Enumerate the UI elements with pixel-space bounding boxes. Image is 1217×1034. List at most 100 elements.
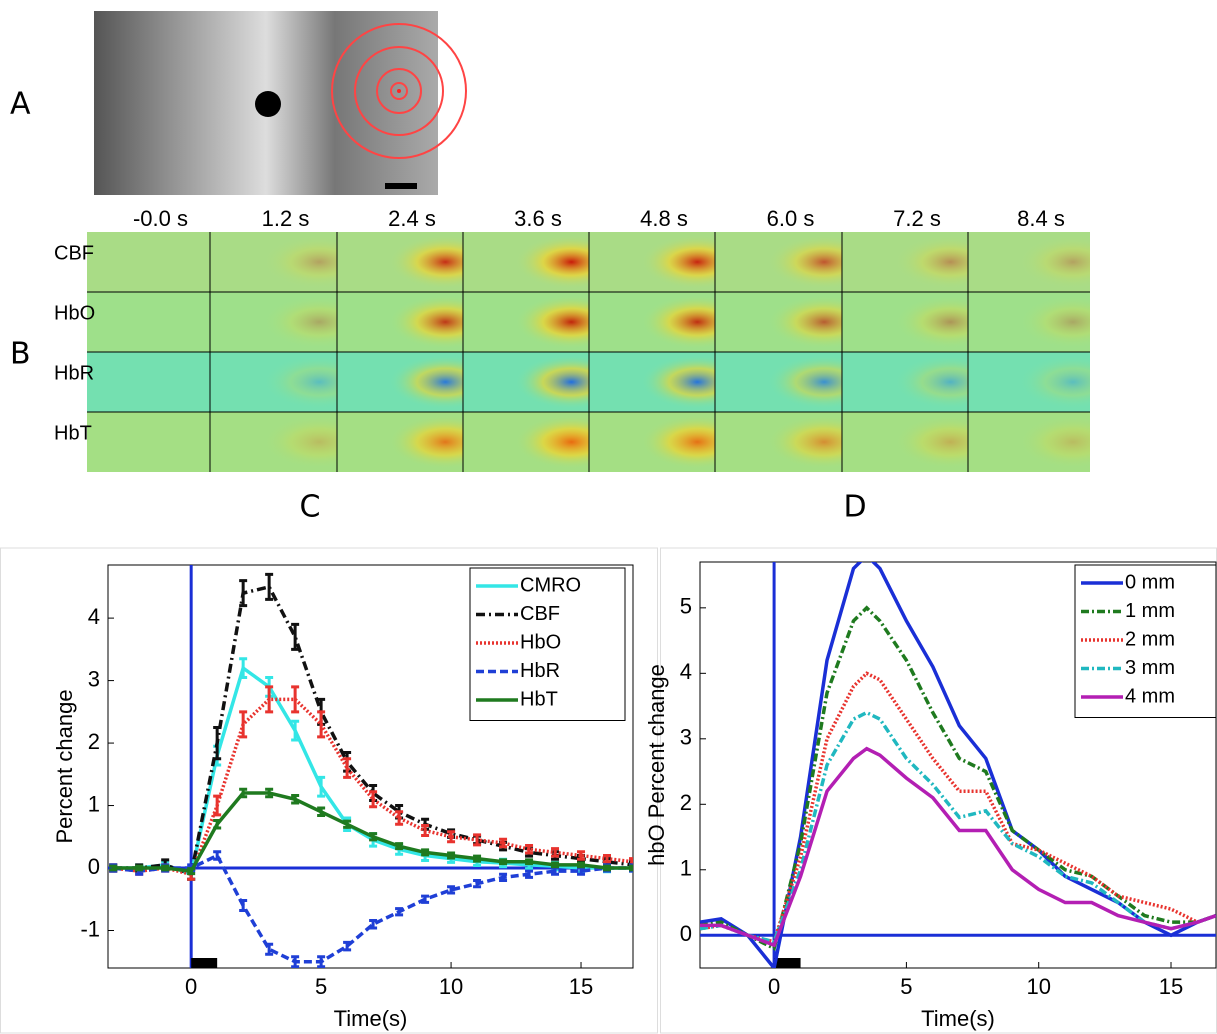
error-bar bbox=[369, 919, 378, 930]
stimulus-bar bbox=[774, 958, 801, 968]
series-group bbox=[700, 562, 1216, 968]
error-bar bbox=[187, 867, 196, 876]
error-bar bbox=[265, 787, 274, 799]
x-tick-label: 5 bbox=[315, 974, 327, 999]
y-axis-label: hbO Percent change bbox=[644, 664, 669, 866]
frame-overlay bbox=[589, 292, 715, 352]
row-label: HbT bbox=[54, 422, 92, 444]
row-label: HbR bbox=[54, 362, 94, 384]
error-bar bbox=[499, 858, 508, 866]
frame-overlay bbox=[210, 292, 337, 352]
error-bar bbox=[551, 847, 560, 858]
frame-overlay bbox=[968, 412, 1090, 472]
legend-label: HbT bbox=[520, 688, 558, 710]
series-line bbox=[700, 671, 1216, 944]
error-bar bbox=[395, 907, 404, 917]
error-bar bbox=[291, 622, 300, 651]
error-bar bbox=[447, 851, 456, 860]
error-bar bbox=[109, 864, 118, 872]
stimulus-bar bbox=[191, 958, 218, 968]
error-bar bbox=[551, 861, 560, 869]
frame-overlay bbox=[715, 412, 842, 472]
error-bar bbox=[135, 864, 144, 872]
x-axis-label: Time(s) bbox=[334, 1006, 408, 1031]
y-tick-label: 0 bbox=[680, 921, 692, 946]
error-bar bbox=[369, 832, 378, 842]
error-bar bbox=[421, 824, 430, 838]
frame-overlay bbox=[968, 292, 1090, 352]
error-bar bbox=[525, 858, 534, 866]
x-tick-label: 15 bbox=[569, 974, 593, 999]
series-line bbox=[700, 710, 1216, 944]
error-bar bbox=[239, 657, 248, 679]
time-label: -0.0 s bbox=[133, 206, 188, 231]
panel-title: D bbox=[843, 490, 866, 525]
y-tick-label: 1 bbox=[88, 791, 100, 816]
x-tick-label: 0 bbox=[185, 974, 197, 999]
frame-overlay bbox=[337, 352, 463, 412]
x-tick-label: 0 bbox=[768, 974, 780, 999]
y-tick-label: -1 bbox=[80, 916, 100, 941]
error-bar bbox=[473, 879, 482, 889]
panel-title: C bbox=[300, 490, 321, 525]
time-label: 7.2 s bbox=[893, 206, 941, 231]
frame-overlay bbox=[715, 352, 842, 412]
error-bar bbox=[239, 579, 248, 608]
frame-overlay bbox=[842, 292, 968, 352]
error-bar bbox=[239, 710, 248, 739]
error-bar bbox=[265, 685, 274, 714]
error-bar bbox=[291, 719, 300, 742]
error-bar bbox=[343, 757, 352, 779]
error-bar bbox=[213, 725, 222, 761]
error-bar bbox=[161, 864, 170, 872]
frame-overlay bbox=[463, 352, 589, 412]
x-axis-label: Time(s) bbox=[921, 1006, 995, 1031]
series-line bbox=[112, 853, 633, 964]
time-label: 3.6 s bbox=[514, 206, 562, 231]
error-bar bbox=[213, 794, 222, 817]
frame-grid: CBF HbO HbR HbT -0.0 s 1.2 s 2.4 s 3.6 s 4.8 s 6.… bbox=[54, 206, 1090, 472]
x-tick-label: 5 bbox=[900, 974, 912, 999]
error-bar bbox=[317, 955, 326, 968]
error-bar bbox=[317, 806, 326, 818]
series-line bbox=[700, 746, 1216, 948]
error-bar bbox=[395, 842, 404, 851]
plot-frame bbox=[107, 564, 634, 969]
frame-overlay bbox=[968, 232, 1090, 292]
panel-frame bbox=[0, 547, 658, 1034]
y-tick-label: 4 bbox=[680, 659, 692, 684]
y-tick-label: 2 bbox=[680, 790, 692, 815]
row-label: HbO bbox=[54, 302, 95, 324]
y-tick-label: 1 bbox=[680, 856, 692, 881]
frame-overlay bbox=[589, 352, 715, 412]
frame-overlay bbox=[968, 352, 1090, 412]
frame-overlay bbox=[337, 292, 463, 352]
legend-label: 4 mm bbox=[1125, 685, 1175, 707]
legend-box bbox=[469, 567, 626, 721]
frame-overlay bbox=[210, 412, 337, 472]
error-bar bbox=[317, 710, 326, 739]
photo bbox=[94, 11, 467, 195]
legend-label: 3 mm bbox=[1125, 657, 1175, 679]
frame-overlay bbox=[842, 352, 968, 412]
error-bar bbox=[265, 942, 274, 956]
frame-overlay bbox=[589, 412, 715, 472]
legend-label: 1 mm bbox=[1125, 600, 1175, 622]
legend-label: CMRO bbox=[520, 574, 581, 596]
error-bar bbox=[603, 854, 612, 864]
y-tick-label: 3 bbox=[88, 666, 100, 691]
time-label: 4.8 s bbox=[640, 206, 688, 231]
error-bar bbox=[421, 894, 430, 904]
error-bar bbox=[473, 833, 482, 847]
error-bar bbox=[447, 830, 456, 844]
error-bar bbox=[577, 861, 586, 869]
series-line bbox=[113, 584, 633, 877]
error-bar bbox=[525, 844, 534, 855]
error-bar bbox=[499, 872, 508, 883]
error-bar bbox=[421, 848, 430, 857]
panel-label: A bbox=[10, 87, 31, 122]
legend-label: 2 mm bbox=[1125, 628, 1175, 650]
error-bar bbox=[239, 899, 248, 913]
error-bar bbox=[291, 955, 300, 968]
legend-label: HbO bbox=[520, 631, 561, 653]
